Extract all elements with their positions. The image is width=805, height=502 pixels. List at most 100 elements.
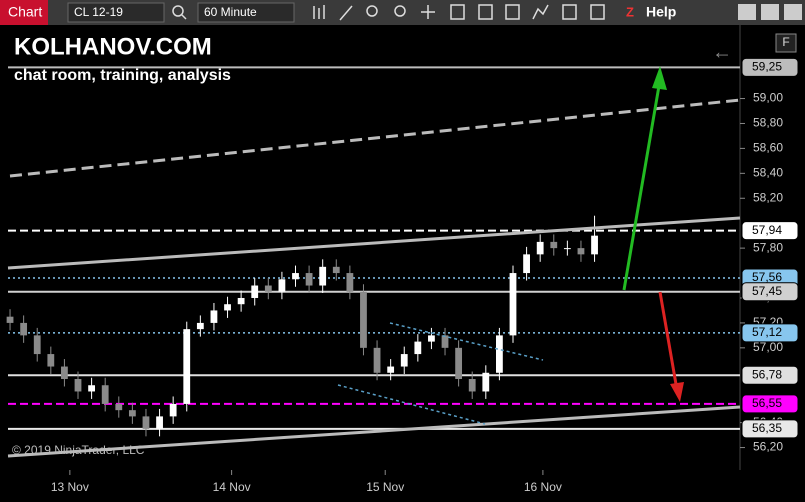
channel-line [337, 384, 486, 425]
price-label-box [741, 57, 799, 77]
plot: 59,0058,8058,6058,4058,2057,8057,4057,20… [6, 66, 783, 494]
candle-body [292, 273, 299, 280]
candle-body [482, 372, 490, 392]
candle-body [577, 248, 585, 255]
candle-body [224, 304, 231, 311]
price-label: 57,12 [752, 325, 782, 339]
y-tick-label: 59,00 [753, 91, 783, 105]
arrow-head [652, 66, 667, 90]
y-tick-label: 57,80 [753, 240, 783, 254]
price-label-box [741, 394, 799, 414]
candle-body [536, 241, 544, 255]
x-tick-label: 13 Nov [51, 480, 89, 494]
candle-body [563, 248, 571, 250]
candle-body [101, 385, 109, 404]
watermark-subtitle: chat room, training, analysis [14, 67, 231, 84]
candle-body [523, 254, 530, 274]
candle-body [156, 416, 163, 429]
candle-body [47, 354, 55, 367]
drawings [7, 66, 741, 458]
y-tick-label: 56,20 [753, 440, 783, 454]
x-tick-label: 16 Nov [524, 480, 562, 494]
candle-body [169, 403, 177, 417]
y-tick-label: 58,40 [753, 166, 783, 180]
candle-body [441, 335, 449, 348]
z-button[interactable]: Z [626, 4, 634, 19]
instrument-label: CL 12-19 [74, 5, 123, 19]
price-label: 57,45 [752, 284, 782, 298]
candle-body [115, 403, 123, 411]
candle-body [468, 379, 476, 392]
y-tick-label: 57,00 [753, 340, 783, 354]
chart-tab[interactable] [0, 0, 48, 25]
candle-body [74, 379, 82, 392]
candle-body [332, 266, 340, 274]
chart-area [0, 25, 805, 502]
candle-body [251, 285, 259, 298]
candle-body [210, 310, 218, 323]
arrow-head [670, 382, 684, 402]
copyright: © 2019 NinjaTrader, LLC [12, 443, 145, 457]
close-button[interactable] [784, 4, 802, 20]
price-label: 56,35 [752, 421, 782, 435]
candle-body [428, 335, 435, 342]
candle-body [591, 235, 598, 255]
candle-body [360, 291, 367, 348]
price-label: 59,25 [752, 60, 782, 74]
candle-body [264, 285, 272, 292]
maximize-button[interactable] [761, 4, 779, 20]
candle-body [20, 322, 28, 336]
trend-line [7, 216, 741, 270]
tab-label: Chart [8, 4, 42, 20]
candle-body [183, 329, 191, 404]
price-label: 56,78 [752, 367, 782, 381]
panel-button[interactable] [775, 33, 797, 53]
candle-body [305, 273, 313, 286]
price-label-box [741, 221, 799, 241]
x-tick-label: 14 Nov [213, 480, 251, 494]
trend-line [7, 405, 741, 458]
price-label: 57,94 [752, 223, 782, 237]
interval-label: 60 Minute [204, 5, 257, 19]
candle-body [196, 322, 204, 330]
target-arrow [622, 79, 662, 291]
candle-body [142, 416, 150, 429]
candle-body [509, 273, 517, 336]
y-tick-label: 58,60 [753, 141, 783, 155]
target-arrow [658, 291, 679, 391]
x-tick-label: 15 Nov [366, 480, 404, 494]
candle-body [33, 335, 41, 355]
back-arrow[interactable]: ← [712, 41, 732, 63]
candle-body [387, 366, 395, 373]
price-label: 56,55 [752, 396, 782, 410]
y-tick-label: 58,80 [753, 116, 783, 130]
candle-body [278, 279, 286, 292]
candle-body [496, 335, 503, 373]
price-label-box [741, 419, 799, 439]
candle-body [237, 297, 245, 305]
price-label-box [741, 365, 799, 385]
candle-body [61, 366, 68, 380]
instrument-select[interactable] [67, 2, 165, 23]
trend-line [9, 98, 741, 178]
candle-body [400, 354, 408, 367]
channel-line [389, 322, 544, 361]
candle-body [550, 241, 558, 249]
candle-body [88, 385, 95, 392]
price-label: 57,56 [752, 270, 782, 284]
toolbar-icons[interactable] [172, 4, 605, 21]
panel-button-label: F [782, 35, 789, 49]
candle-body [414, 341, 422, 355]
candle-body [346, 273, 354, 292]
minimize-button[interactable] [738, 4, 756, 20]
candle-body [128, 410, 136, 417]
interval-select[interactable] [197, 2, 295, 23]
candle-body [373, 347, 381, 373]
price-label-box [741, 323, 799, 343]
candle-body [6, 316, 14, 323]
price-label-box [741, 282, 799, 302]
help-menu[interactable]: Help [646, 4, 676, 20]
y-tick-label: 58,20 [753, 190, 783, 204]
